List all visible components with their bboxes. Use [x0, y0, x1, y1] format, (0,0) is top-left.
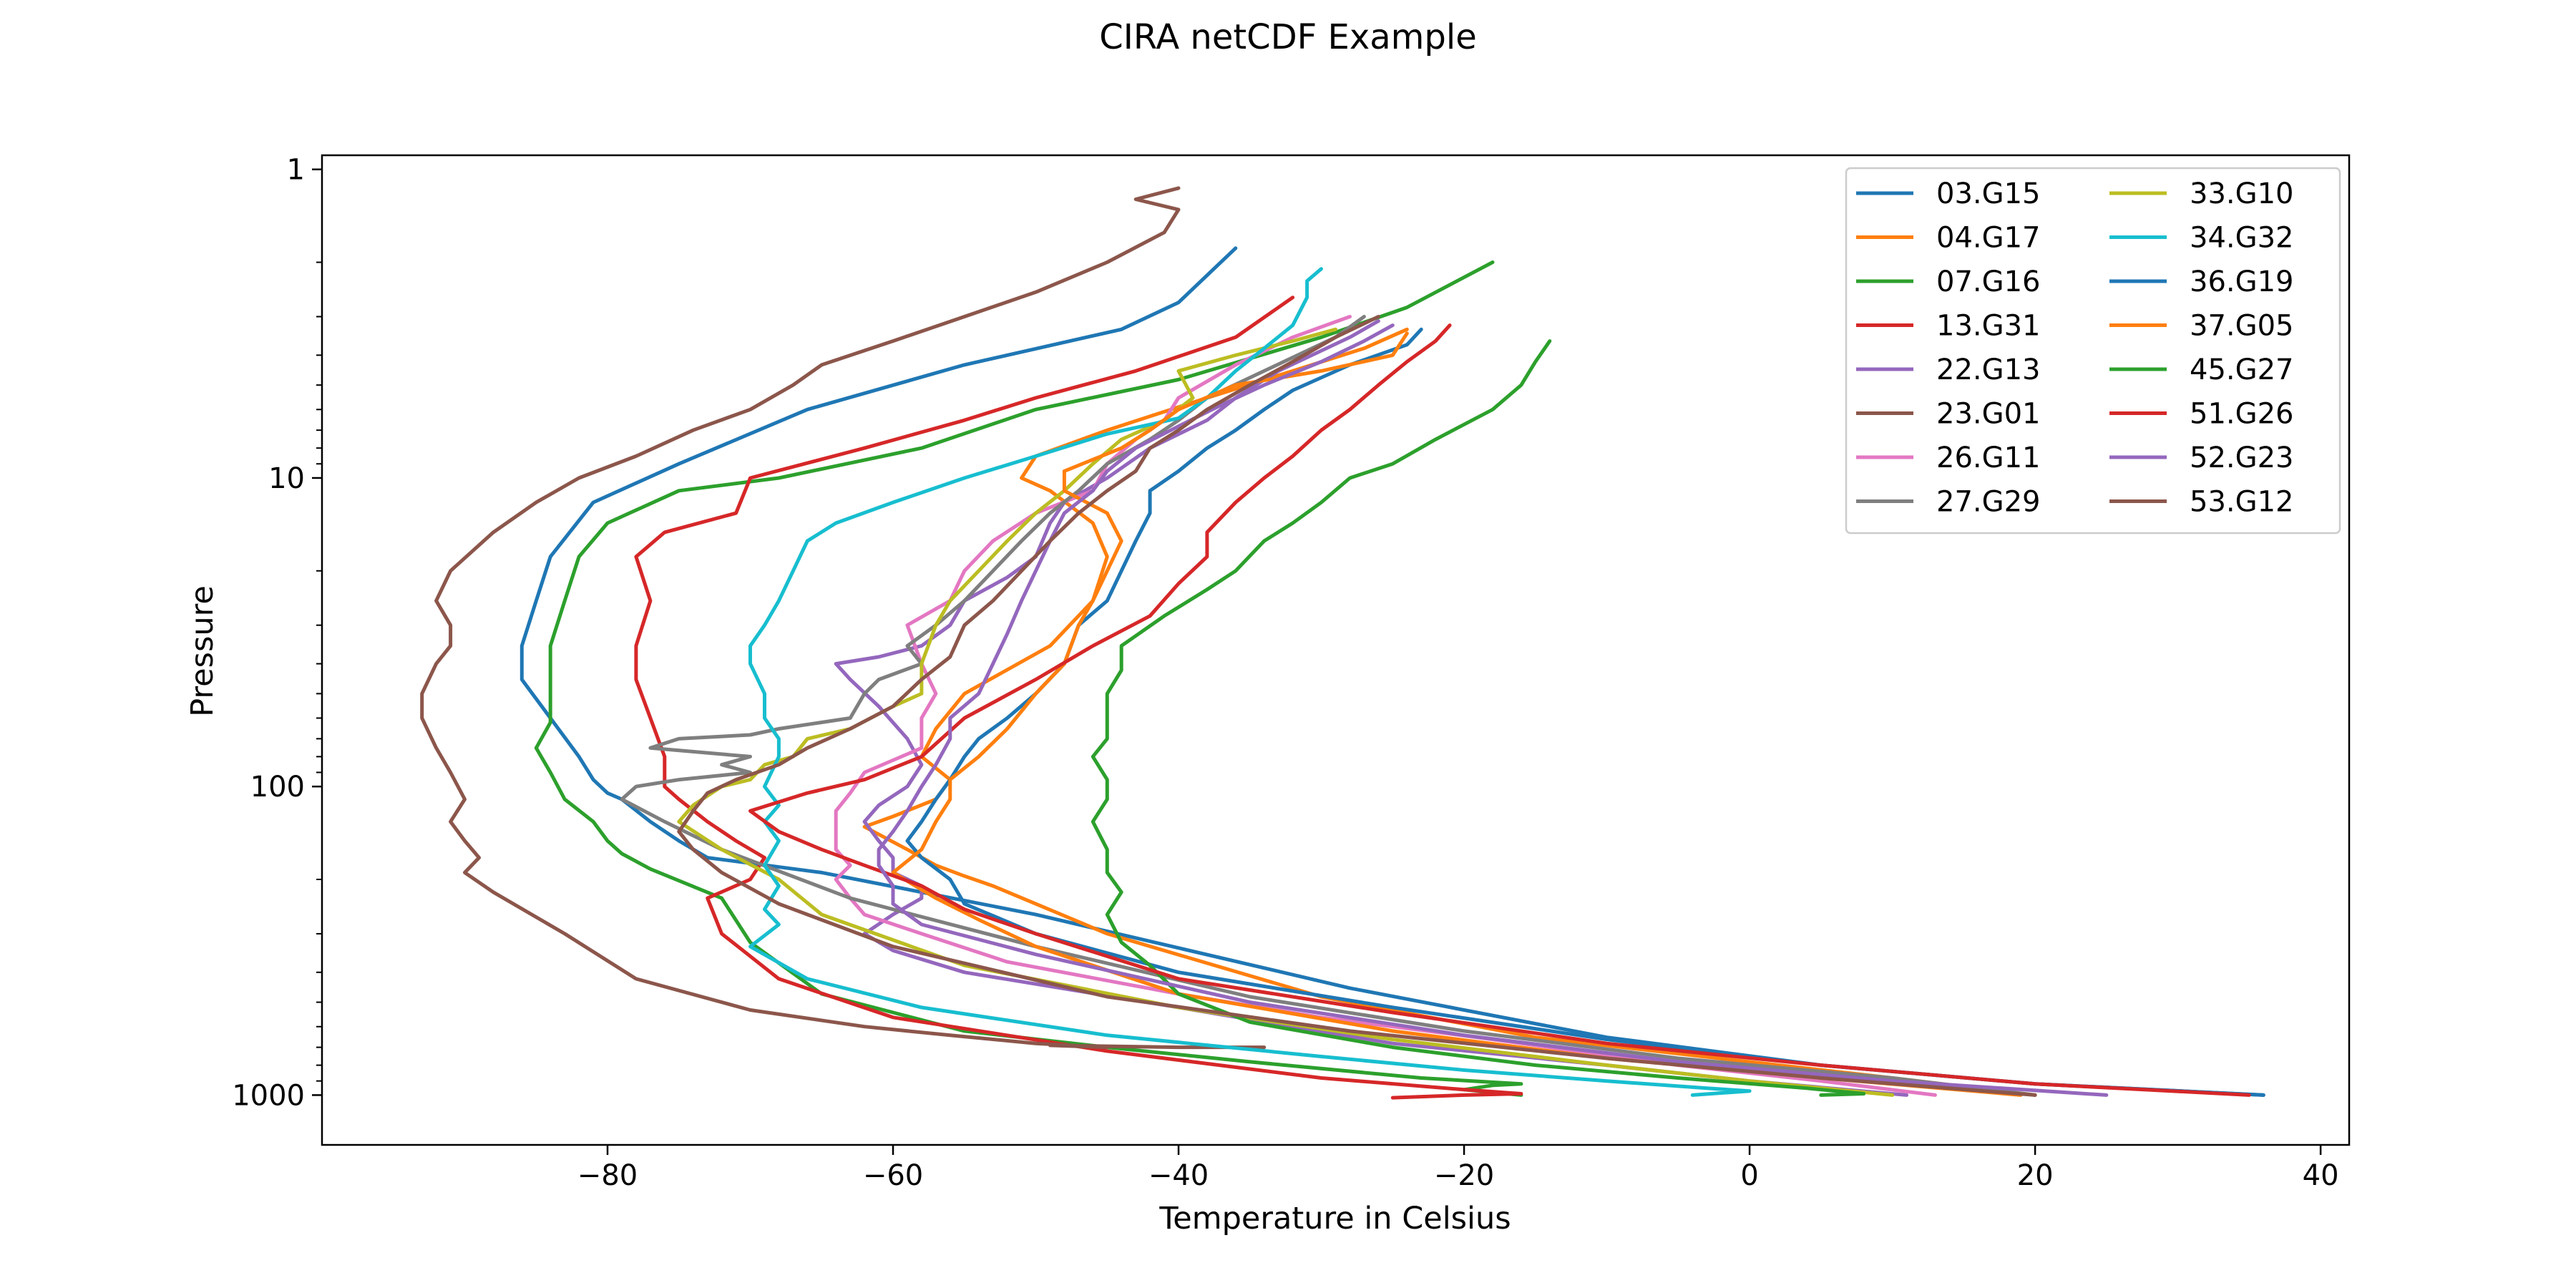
- y-tick-label: 10: [268, 462, 305, 495]
- x-tick-label: −40: [1148, 1159, 1209, 1192]
- legend-label: 53.G12: [2190, 486, 2294, 519]
- legend-label: 03.G15: [1936, 177, 2041, 210]
- series-line-23.G01: [420, 186, 1267, 1050]
- series-line-07.G16: [534, 260, 1523, 1097]
- x-tick-label: 20: [2017, 1159, 2054, 1192]
- series-line-36.G19: [905, 327, 2265, 1097]
- legend-label: 23.G01: [1936, 398, 2041, 431]
- x-tick-label: −80: [577, 1159, 638, 1192]
- legend-label: 27.G29: [1936, 486, 2041, 519]
- chart-title: CIRA netCDF Example: [1099, 17, 1477, 57]
- legend-label: 13.G31: [1936, 310, 2041, 343]
- x-tick-label: 40: [2303, 1159, 2339, 1192]
- series-line-26.G11: [834, 315, 1937, 1097]
- legend-label: 07.G16: [1936, 265, 2041, 298]
- plot-frame: [321, 154, 2351, 1146]
- series-line-34.G32: [748, 267, 1752, 1097]
- series-line-52.G23: [877, 323, 2109, 1097]
- x-axis-label: Temperature in Celsius: [1158, 1201, 1511, 1236]
- legend: 03.G15 04.G17 07.G16 13.G31 22.G13 23.G01 26.G…: [1845, 167, 2341, 535]
- legend-label: 37.G05: [2190, 310, 2294, 343]
- legend-label: 34.G32: [2190, 222, 2294, 255]
- series-line-37.G05: [891, 331, 2023, 1097]
- series-line-27.G29: [620, 315, 2037, 1097]
- legend-label: 26.G11: [1936, 441, 2041, 474]
- x-tick-label: −20: [1434, 1159, 1494, 1192]
- series-line-53.G12: [677, 315, 2037, 1097]
- y-tick-label: 100: [250, 771, 305, 804]
- legend-label: 51.G26: [2190, 398, 2294, 431]
- x-tick-label: 0: [1740, 1159, 1758, 1192]
- legend-label: 33.G10: [2190, 177, 2294, 210]
- legend-label: 04.G17: [1936, 222, 2041, 255]
- series-line-03.G15: [519, 246, 2265, 1097]
- y-tick-label: 1000: [232, 1079, 305, 1112]
- series-line-51.G26: [748, 323, 2251, 1097]
- series-line-13.G31: [634, 296, 1523, 1100]
- x-axis: −80 −60 −40 −20 0 20 40: [577, 1145, 2339, 1192]
- y-tick-label: 1: [287, 154, 305, 187]
- y-axis-label: Pressure: [185, 585, 220, 717]
- legend-label: 45.G27: [2190, 353, 2294, 386]
- series-line-45.G27: [1091, 339, 1866, 1097]
- x-tick-label: −60: [863, 1159, 923, 1192]
- legend-label: 36.G19: [2190, 265, 2294, 298]
- legend-label: 52.G23: [2190, 441, 2294, 474]
- y-axis: 1 10 100 1000: [232, 154, 322, 1112]
- legend-box: [1845, 167, 2341, 535]
- legend-label: 22.G13: [1936, 353, 2041, 386]
- series-layer: [420, 186, 2265, 1100]
- series-line-22.G13: [834, 319, 1908, 1097]
